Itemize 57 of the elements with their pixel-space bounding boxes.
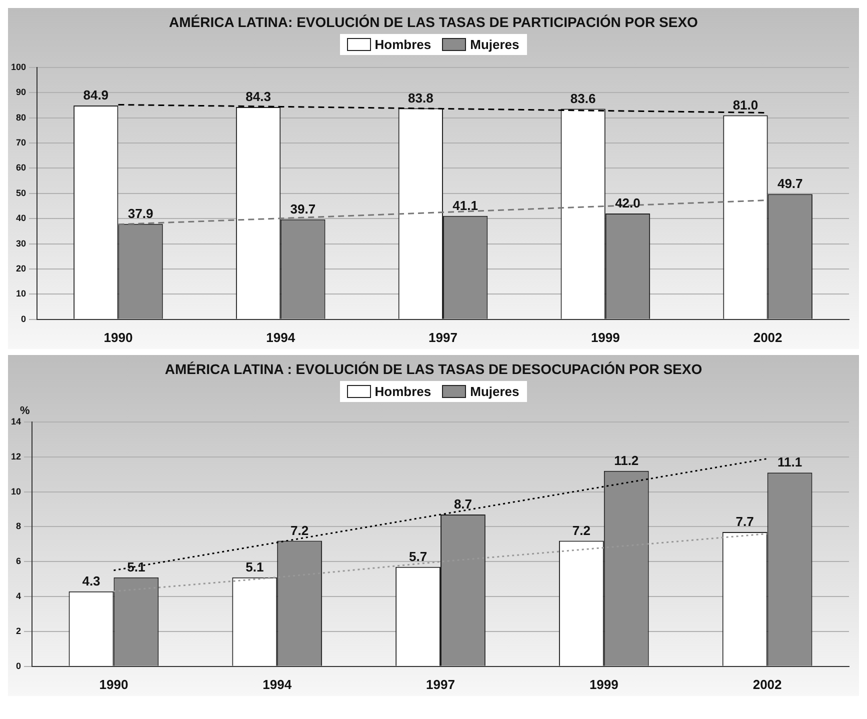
data-label: 81.0 xyxy=(732,97,758,112)
data-label: 4.3 xyxy=(82,573,100,588)
x-tick-label: 1994 xyxy=(266,330,296,345)
y-tick-label: 30 xyxy=(16,238,26,248)
data-label: 7.2 xyxy=(572,522,590,538)
data-label: 49.7 xyxy=(777,176,803,192)
x-tick-label: 1997 xyxy=(426,676,455,692)
data-label: 42.0 xyxy=(615,196,640,211)
data-label: 5.1 xyxy=(127,559,146,574)
x-tick-label: 2002 xyxy=(753,330,782,345)
data-label: 5.1 xyxy=(246,559,264,574)
y-tick-label: 2 xyxy=(16,626,22,636)
y-tick-label: 90 xyxy=(16,87,26,98)
x-tick-label: 1999 xyxy=(589,676,618,692)
data-label: 11.1 xyxy=(777,454,802,470)
y-tick-label: 50 xyxy=(16,188,26,198)
legend-label: Mujeres xyxy=(470,37,520,52)
y-tick-label: 60 xyxy=(16,162,26,173)
x-tick-label: 1999 xyxy=(590,330,620,345)
y-tick-label: 6 xyxy=(16,556,22,566)
chart-title: AMÉRICA LATINA : EVOLUCIÓN DE LAS TASAS DE DESOCUPACIÓN POR SEXO xyxy=(164,360,704,377)
y-tick-label: 0 xyxy=(16,660,22,671)
x-tick-label: 2002 xyxy=(752,676,782,692)
data-label: 39.7 xyxy=(290,201,316,216)
line-series xyxy=(112,458,768,572)
data-label: 83.6 xyxy=(570,90,596,106)
y-tick-label: 10 xyxy=(10,486,22,496)
y-tick-label: 4 xyxy=(16,591,22,602)
y-tick-label: 40 xyxy=(16,213,26,224)
data-label: 7.2 xyxy=(290,522,309,538)
y-tick-label: 12 xyxy=(10,451,22,462)
y-tick-label: 70 xyxy=(16,137,26,148)
chart-title: AMÉRICA LATINA: EVOLUCIÓN DE LAS TASAS DE PARTICIPACIÓN POR SEXO xyxy=(168,13,699,30)
y-tick-label: 80 xyxy=(16,112,26,122)
data-label: 5.7 xyxy=(409,548,428,564)
data-label: 83.8 xyxy=(408,90,434,106)
y-axis-title: % xyxy=(20,404,30,418)
data-label: 84.9 xyxy=(83,88,109,103)
data-label: 84.3 xyxy=(246,89,271,104)
y-tick-label: 10 xyxy=(16,288,26,299)
data-label: 41.1 xyxy=(452,198,478,213)
data-label: 37.9 xyxy=(128,206,154,221)
data-label: 11.2 xyxy=(614,452,639,468)
y-tick-label: 8 xyxy=(16,521,22,532)
x-tick-label: 1990 xyxy=(104,330,133,345)
y-tick-label: 20 xyxy=(16,263,26,274)
legend-label: Mujeres xyxy=(470,384,520,399)
text: Hombres xyxy=(374,384,432,399)
y-tick-label: 100 xyxy=(10,62,26,72)
data-label: 8.7 xyxy=(454,496,472,512)
y-tick-label: 14 xyxy=(10,416,22,426)
text: Hombres xyxy=(374,37,432,52)
y-tick-label: 0 xyxy=(21,314,26,324)
x-tick-label: 1994 xyxy=(262,676,292,692)
data-label: 7.7 xyxy=(736,514,754,530)
x-tick-label: 1997 xyxy=(428,330,458,345)
x-tick-label: 1990 xyxy=(99,676,128,692)
